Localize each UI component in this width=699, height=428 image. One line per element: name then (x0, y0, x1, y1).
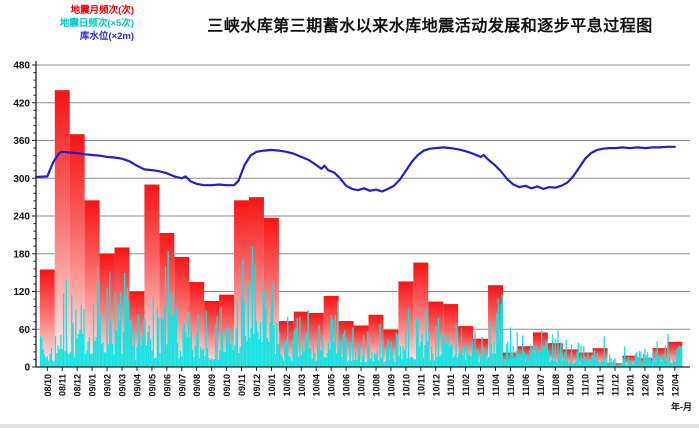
x-tick-label: 11/06 (521, 374, 531, 396)
x-tick-label: 09/09 (207, 374, 217, 397)
daily-quake-spikes (39, 246, 683, 367)
water-level-line (34, 145, 676, 193)
x-tick-label: 11/11 (596, 374, 606, 396)
x-tick-label: 09/06 (162, 374, 172, 397)
x-tick-label: 09/05 (147, 374, 157, 397)
monthly-quake-bar (54, 90, 70, 368)
x-tick-label: 11/12 (611, 374, 621, 396)
y-tick-label: 300 (13, 174, 30, 185)
x-tick-label: 10/11 (416, 374, 426, 396)
x-tick-label: 10/03 (297, 374, 307, 397)
legend: 地震月频次(次) 地震日频次(×5次) 库水位(×2m) (6, 4, 134, 43)
x-tick-label: 10/10 (401, 374, 411, 397)
x-tick-label: 12/02 (640, 374, 650, 397)
x-tick-label: 10/04 (312, 374, 322, 397)
x-tick-label: 11/09 (566, 374, 576, 396)
x-tick-label: 11/05 (506, 374, 516, 396)
x-tick-label: 09/12 (252, 374, 262, 397)
x-tick-label: 09/07 (177, 374, 187, 397)
x-tick-label: 10/09 (386, 374, 396, 397)
legend-item: 地震日频次(×5次) (59, 18, 134, 29)
monthly-quake-bar (39, 269, 55, 367)
x-tick-label: 08/11 (58, 374, 68, 396)
x-tick-label: 11/01 (446, 374, 456, 396)
x-tick-label: 09/02 (103, 374, 113, 397)
x-tick-label: 10/01 (267, 374, 277, 397)
chart-title: 三峡水库第三期蓄水以来水库地震活动发展和逐步平息过程图 (207, 18, 653, 35)
x-tick-label: 09/04 (132, 374, 142, 397)
legend-item: 库水位(×2m) (79, 31, 134, 42)
legend-item: 地震月频次(次) (70, 5, 134, 16)
x-tick-label: 12/03 (655, 374, 665, 397)
y-tick-label: 0 (24, 363, 30, 374)
x-tick-label: 12/01 (625, 374, 635, 397)
x-tick-label: 09/01 (88, 374, 98, 397)
x-tick-label: 10/12 (431, 374, 441, 397)
monthly-quake-bar (189, 282, 205, 367)
monthly-quake-bar (263, 217, 279, 367)
x-tick-label: 10/02 (282, 374, 292, 397)
monthly-quake-bar (398, 281, 414, 367)
x-tick-label: 10/08 (371, 374, 381, 397)
x-tick-label: 11/07 (536, 374, 546, 396)
x-tick-label: 10/07 (357, 374, 367, 397)
y-tick-label: 180 (13, 249, 30, 260)
x-tick-label: 10/06 (342, 374, 352, 397)
x-tick-label: 09/03 (118, 374, 128, 397)
y-tick-label: 60 (19, 325, 31, 336)
x-tick-label: 11/03 (476, 374, 486, 396)
bottom-edge-strip (0, 424, 699, 428)
x-tick-label: 08/12 (73, 374, 83, 397)
monthly-quake-bar (144, 184, 160, 367)
x-tick-label: 11/10 (581, 374, 591, 396)
x-tick-label: 09/11 (237, 374, 247, 396)
x-tick-label: 11/08 (551, 374, 561, 396)
y-tick-label: 420 (13, 98, 30, 109)
x-tick-label: 10/05 (327, 374, 337, 397)
y-tick-label: 360 (13, 136, 30, 147)
x-tick-label: 09/08 (192, 374, 202, 397)
x-axis-unit-label: 年-月 (671, 401, 692, 412)
x-tick-label: 12/04 (670, 374, 680, 397)
y-tick-label: 120 (13, 287, 30, 298)
y-tick-label: 480 (13, 61, 30, 72)
x-tick-label: 09/10 (222, 374, 232, 397)
monthly-quake-bar (353, 325, 369, 367)
monthly-quake-bar (84, 200, 100, 367)
x-tick-label: 11/02 (461, 374, 471, 396)
y-tick-label: 240 (13, 212, 30, 223)
x-tick-label: 08/10 (43, 374, 53, 397)
x-tick-label: 11/04 (491, 374, 501, 396)
